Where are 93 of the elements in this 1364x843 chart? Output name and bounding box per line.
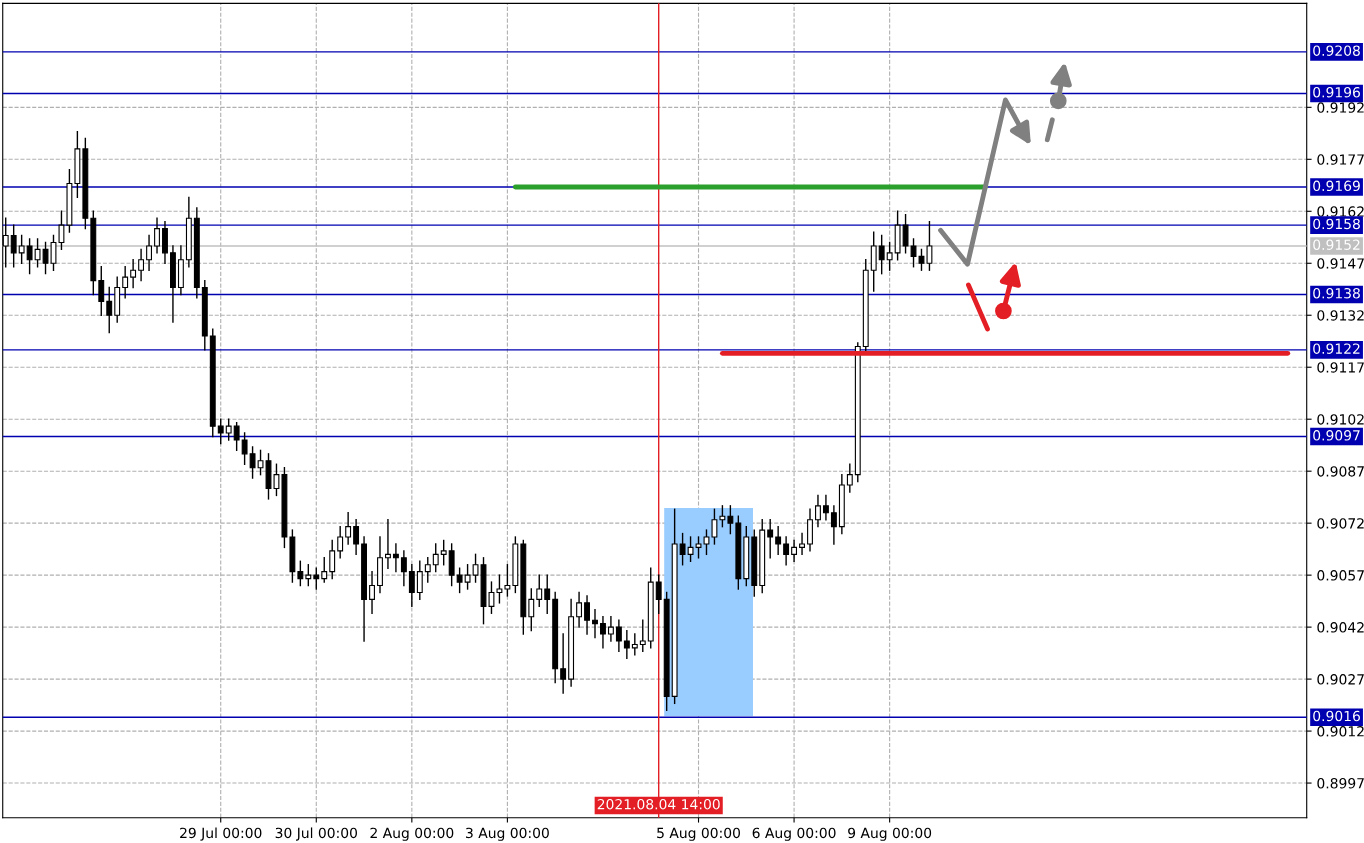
candlestick bbox=[130, 259, 137, 289]
candlestick bbox=[600, 616, 606, 649]
candlestick bbox=[98, 266, 105, 316]
y-tick-label: 0.9192 bbox=[1317, 102, 1364, 113]
candlestick bbox=[767, 519, 774, 559]
candlestick bbox=[623, 629, 630, 660]
y-tick-label: 0.9027 bbox=[1317, 674, 1364, 685]
candlestick bbox=[26, 238, 33, 275]
x-tick-label: 6 Aug 00:00 bbox=[752, 827, 836, 841]
x-tick-label: 2021.08.04 14:00 bbox=[597, 798, 720, 810]
candlestick bbox=[385, 519, 391, 569]
candlestick bbox=[464, 564, 471, 590]
y-tick-label: 0.9057 bbox=[1317, 570, 1364, 581]
candlestick bbox=[878, 234, 885, 275]
candlestick bbox=[233, 421, 240, 452]
x-tick-label: 3 Aug 00:00 bbox=[466, 827, 549, 841]
candlestick bbox=[576, 591, 583, 628]
x-tick-label: 29 Jul 00:00 bbox=[180, 827, 262, 841]
candlestick bbox=[416, 560, 423, 601]
candlestick bbox=[727, 505, 734, 535]
ref-line-label: 0.9138 bbox=[1313, 287, 1360, 299]
candlestick bbox=[297, 560, 304, 587]
candlestick bbox=[615, 619, 622, 653]
candlestick bbox=[122, 266, 129, 299]
candlestick bbox=[775, 525, 782, 556]
ref-line-label: 0.9208 bbox=[1313, 45, 1360, 56]
candlestick bbox=[719, 505, 726, 528]
x-tick-label: 2 Aug 00:00 bbox=[370, 827, 454, 841]
y-tick-label: 0.9117 bbox=[1317, 362, 1364, 373]
candlestick bbox=[146, 234, 152, 271]
x-tick-label: 30 Jul 00:00 bbox=[275, 827, 357, 841]
ref-line-label: 0.9158 bbox=[1313, 218, 1360, 230]
y-tick-label: 0.8997 bbox=[1317, 778, 1364, 789]
candlestick bbox=[329, 539, 336, 580]
candlestick bbox=[504, 564, 511, 597]
candlestick bbox=[584, 595, 590, 635]
candlestick bbox=[392, 543, 399, 573]
candlestick bbox=[400, 550, 407, 587]
candlestick bbox=[799, 532, 805, 556]
candlestick bbox=[456, 567, 463, 594]
ref-line-label: 0.9122 bbox=[1313, 343, 1360, 354]
candlestick bbox=[313, 567, 320, 590]
candlestick bbox=[154, 217, 160, 254]
candlestick bbox=[631, 633, 638, 656]
candlestick bbox=[10, 224, 17, 268]
x-tick-label: 9 Aug 00:00 bbox=[848, 827, 932, 841]
candlestick bbox=[432, 543, 439, 573]
y-tick-label: 0.9132 bbox=[1317, 310, 1364, 321]
candlestick bbox=[106, 286, 113, 334]
candlestick bbox=[592, 609, 598, 639]
candlestick bbox=[815, 494, 821, 528]
candlestick bbox=[822, 494, 829, 521]
candlestick bbox=[225, 418, 232, 441]
candlestick bbox=[560, 633, 567, 694]
candlestick bbox=[138, 248, 145, 282]
candlestick bbox=[345, 512, 352, 545]
y-tick-label: 0.9072 bbox=[1317, 518, 1364, 529]
y-tick-label: 0.9102 bbox=[1317, 414, 1364, 425]
candlestick bbox=[424, 557, 431, 583]
candlestick bbox=[337, 525, 344, 559]
candlestick bbox=[440, 539, 447, 566]
candlestick bbox=[241, 432, 248, 465]
candlestick bbox=[639, 619, 646, 653]
ref-line-label: 0.9097 bbox=[1313, 430, 1360, 441]
y-tick-label: 0.9147 bbox=[1317, 258, 1364, 269]
y-tick-label: 0.9012 bbox=[1317, 726, 1364, 737]
ref-line-label: 0.9016 bbox=[1313, 710, 1360, 722]
candlestick bbox=[369, 570, 375, 614]
candlestick bbox=[846, 463, 853, 493]
candlestick bbox=[528, 588, 535, 632]
ref-line-label: 0.9169 bbox=[1313, 180, 1360, 192]
ref-line-label: 0.9196 bbox=[1313, 86, 1360, 98]
candlestick bbox=[607, 616, 614, 642]
candlestick bbox=[321, 557, 328, 583]
candlestick bbox=[18, 234, 25, 264]
candlestick bbox=[305, 564, 312, 587]
y-tick-label: 0.9162 bbox=[1317, 206, 1364, 217]
ref-line-label: 0.9152 bbox=[1313, 239, 1360, 250]
candlestick bbox=[544, 574, 551, 614]
candlestick bbox=[830, 505, 837, 545]
candlestick bbox=[353, 519, 360, 556]
y-tick-label: 0.9042 bbox=[1317, 622, 1364, 633]
y-tick-label: 0.9177 bbox=[1317, 154, 1364, 165]
candlestick bbox=[886, 241, 893, 271]
candlestick bbox=[679, 532, 686, 566]
candlestick bbox=[408, 564, 415, 608]
candlestick bbox=[783, 536, 790, 566]
candlestick bbox=[655, 574, 662, 614]
candlestick bbox=[217, 418, 224, 445]
candlestick bbox=[791, 539, 798, 562]
candlestick bbox=[536, 574, 543, 608]
y-tick-label: 0.9087 bbox=[1317, 466, 1364, 477]
x-tick-label: 5 Aug 00:00 bbox=[657, 827, 740, 841]
